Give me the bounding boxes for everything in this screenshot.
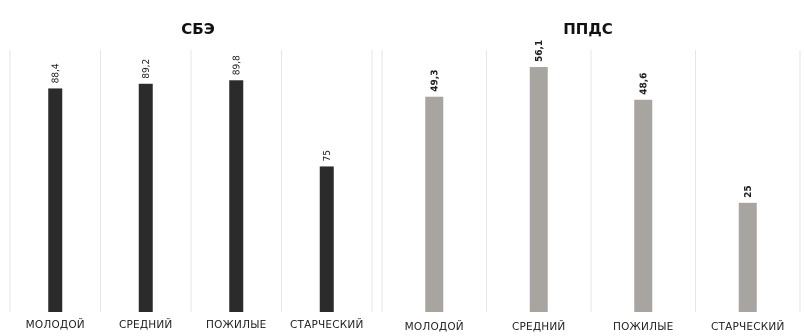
chart-sbe: СБЭ 88,4 МОЛОДОЙ 89,2 СРЕДНИЙ 89,8 ПОЖИЛЫЕ 75 С… xyxy=(9,20,373,331)
category-label-ppds-2: СРЕДНИЙ xyxy=(512,320,566,333)
category-label-ppds-3: ПОЖИЛЫЕ xyxy=(613,321,674,333)
value-label-ppds-1: 49,3 xyxy=(430,70,441,92)
category-label-sbe-4: СТАРЧЕСКИЙ xyxy=(290,318,364,331)
category-label-sbe-3: ПОЖИЛЫЕ xyxy=(206,319,267,331)
category-label-sbe-2: СРЕДНИЙ xyxy=(119,318,173,331)
chart-title-ppds: ППДС xyxy=(563,20,612,38)
bar-ppds-4 xyxy=(738,202,757,312)
category-label-sbe-1: МОЛОДОЙ xyxy=(26,318,85,331)
value-label-sbe-4: 75 xyxy=(322,150,333,161)
bar-ppds-3 xyxy=(634,99,653,312)
chart-title-sbe: СБЭ xyxy=(181,20,214,38)
category-label-ppds-4: СТАРЧЕСКИЙ xyxy=(711,320,785,333)
bar-sbe-2 xyxy=(138,83,153,312)
value-label-sbe-3: 89,8 xyxy=(232,55,243,75)
bar-sbe-3 xyxy=(229,80,244,312)
value-label-ppds-3: 48,6 xyxy=(639,73,650,95)
bar-ppds-1 xyxy=(425,96,444,313)
category-label-ppds-1: МОЛОДОЙ xyxy=(405,320,464,333)
value-label-sbe-2: 89,2 xyxy=(141,59,152,79)
chart-ppds: ППДС 49,3 МОЛОДОЙ 56,1 СРЕДНИЙ 48,6 ПОЖИЛЫЕ 25… xyxy=(381,20,801,333)
bar-sbe-4 xyxy=(319,166,334,312)
bar-sbe-1 xyxy=(48,88,63,312)
value-label-ppds-4: 25 xyxy=(743,185,754,198)
value-label-ppds-2: 56,1 xyxy=(534,40,545,62)
value-label-sbe-1: 88,4 xyxy=(51,63,62,83)
bar-ppds-2 xyxy=(529,67,548,312)
